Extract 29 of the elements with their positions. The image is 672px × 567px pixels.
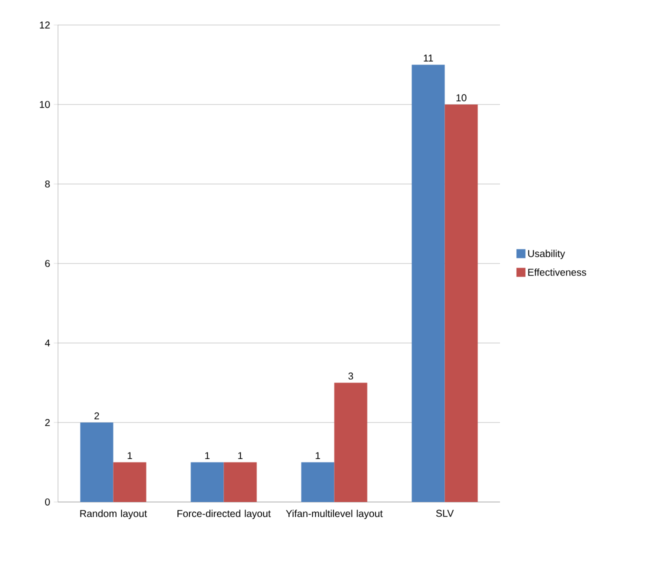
y-tick-label: 4 xyxy=(44,340,50,346)
bar xyxy=(301,462,334,502)
bar xyxy=(444,104,478,502)
y-tick-label: 8 xyxy=(45,180,50,188)
data-label: 11 xyxy=(424,54,433,62)
data-label: 1 xyxy=(205,452,210,460)
data-label: 10 xyxy=(456,94,466,102)
y-tick-label: 6 xyxy=(45,260,50,268)
y-tick-label: 2 xyxy=(45,419,50,426)
y-tick-label: 12 xyxy=(40,22,50,28)
x-tick-label: Force-directed layout xyxy=(177,510,271,520)
bar xyxy=(334,382,368,502)
data-label: 1 xyxy=(238,452,243,460)
data-label: 2 xyxy=(94,412,100,420)
data-label: 1 xyxy=(316,452,320,460)
y-tick-label: 0 xyxy=(45,498,50,506)
x-tick-label: Random layout xyxy=(80,510,147,520)
bar xyxy=(412,64,445,502)
data-label: 3 xyxy=(348,372,354,380)
bar xyxy=(224,462,257,502)
bar xyxy=(190,462,224,502)
bar xyxy=(80,422,114,502)
legend-label: Usability xyxy=(528,250,566,260)
legend-label: Effectiveness xyxy=(528,268,586,276)
x-tick-label: SLV xyxy=(436,510,454,517)
data-label: 1 xyxy=(128,452,132,460)
bar xyxy=(113,462,146,502)
y-tick-label: 10 xyxy=(40,100,50,108)
x-tick-label: Yifan-multilevel layout xyxy=(286,510,383,520)
